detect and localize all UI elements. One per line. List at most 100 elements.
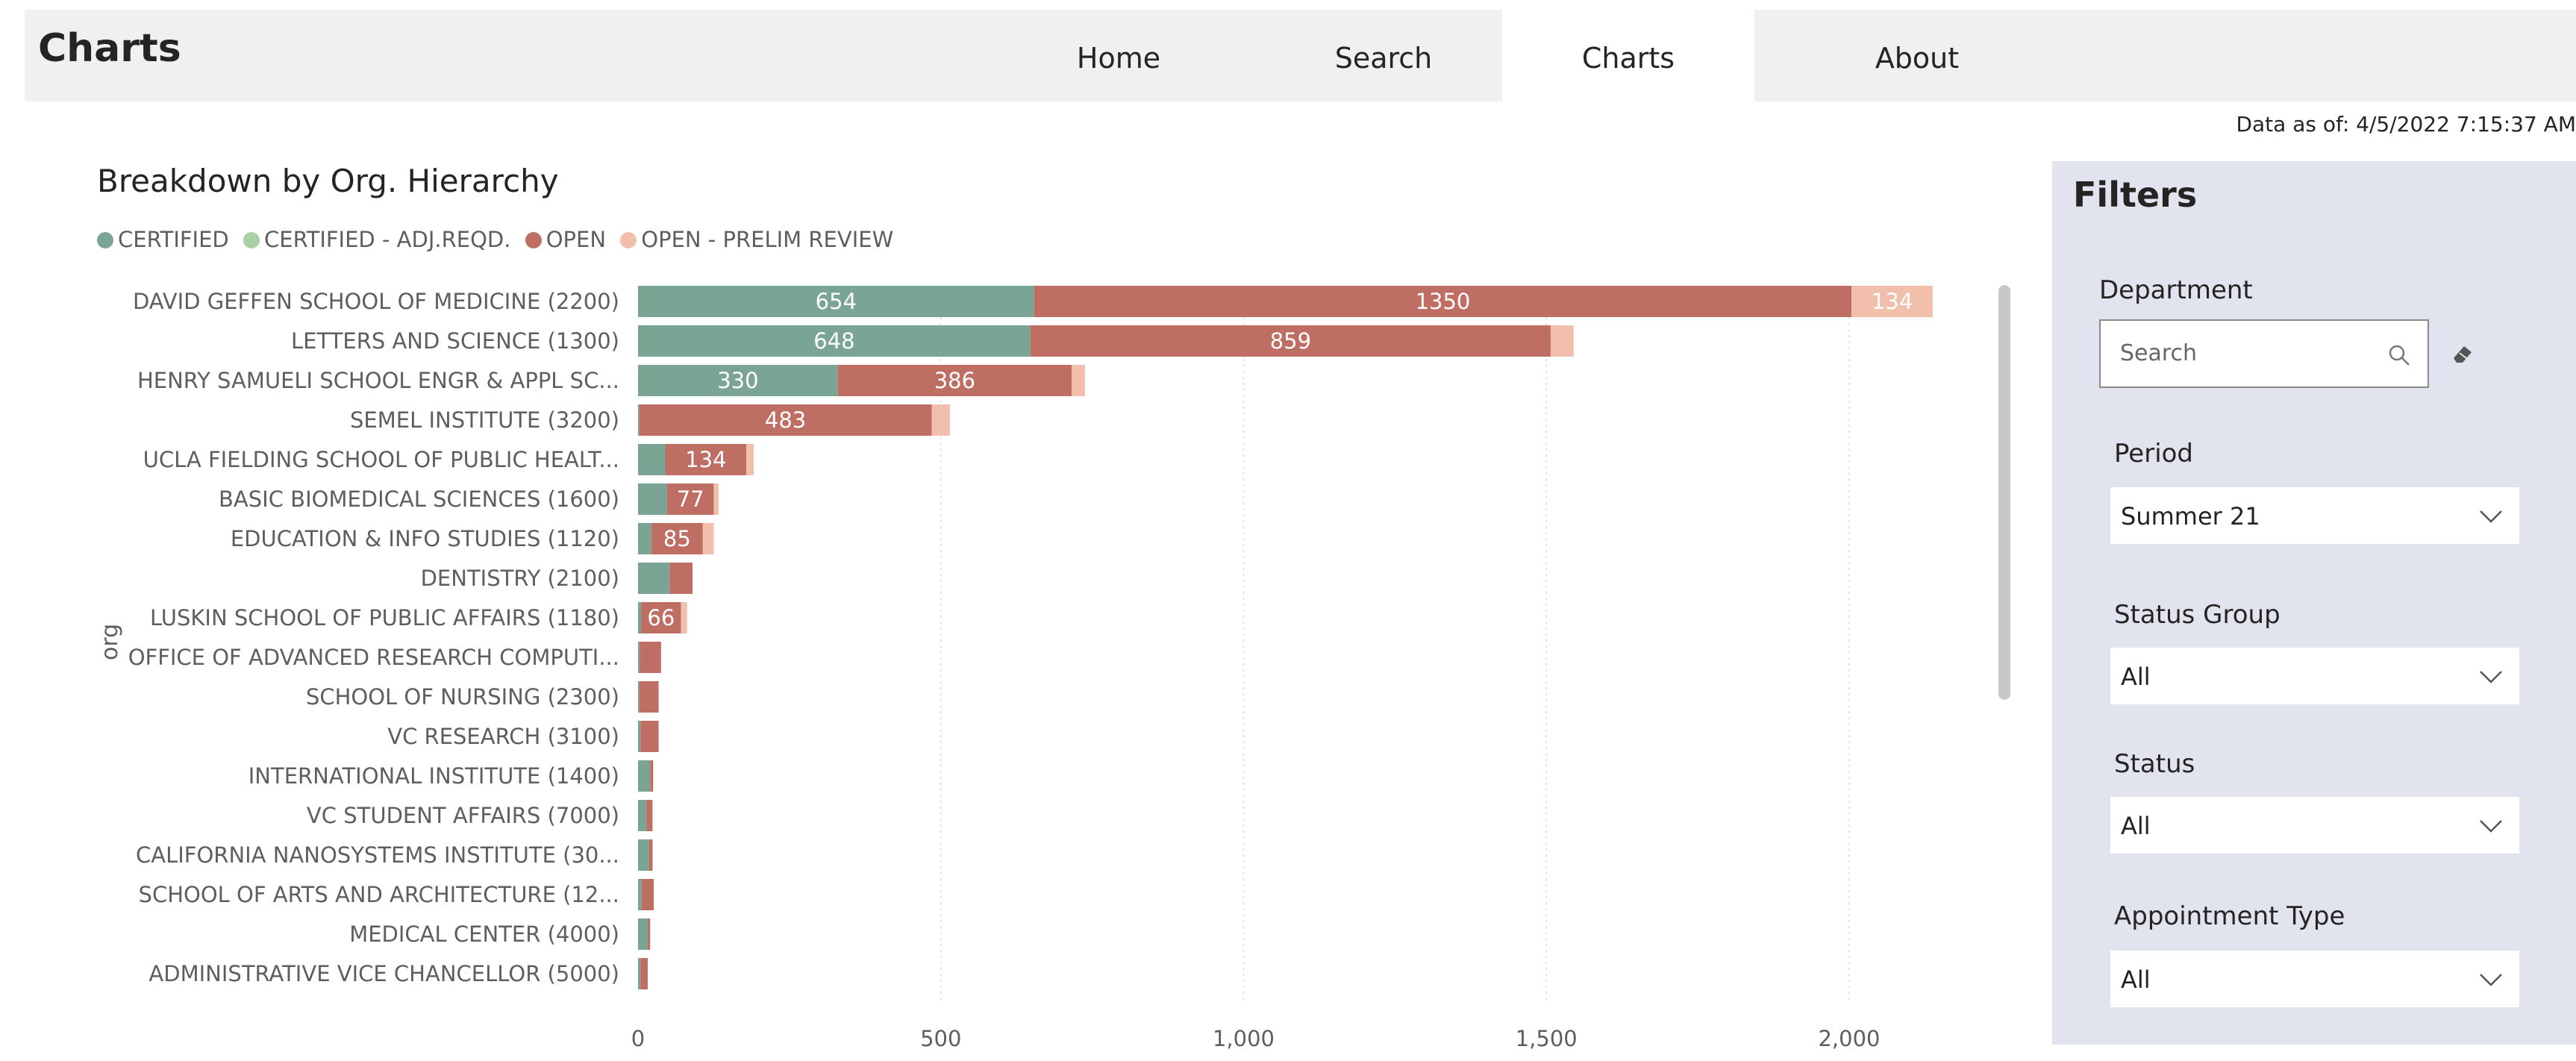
y-category-label: INTERNATIONAL INSTITUTE (1400) — [248, 763, 619, 789]
tab-home[interactable]: Home — [1076, 42, 1161, 75]
status-label: Status — [2114, 749, 2195, 779]
bar-segment — [647, 918, 651, 950]
tab-about[interactable]: About — [1875, 42, 1960, 75]
x-tick-label: 1,500 — [1516, 1026, 1578, 1051]
data-label: 85 — [663, 526, 691, 551]
bar-segment — [638, 483, 667, 515]
search-icon — [2389, 345, 2410, 366]
y-category-label: EDUCATION & INFO STUDIES (1120) — [231, 526, 619, 551]
app-title: Charts — [38, 26, 181, 71]
legend-label: CERTIFIED — [118, 227, 229, 252]
data-label: 648 — [813, 328, 854, 354]
y-category-label: SCHOOL OF ARTS AND ARCHITECTURE (12... — [139, 882, 619, 907]
data-label: 859 — [1270, 328, 1311, 354]
legend-dot-icon — [525, 232, 542, 248]
data-label: 330 — [717, 368, 758, 393]
bar-segment — [837, 365, 1072, 396]
chart-title: Breakdown by Org. Hierarchy — [97, 163, 559, 199]
bar-segment — [638, 286, 1034, 317]
bar-segment — [651, 523, 703, 554]
bar-segment — [931, 404, 950, 436]
department-search-input[interactable]: Search — [2099, 319, 2429, 388]
bar-segment — [638, 642, 640, 673]
y-category-label: CALIFORNIA NANOSYSTEMS INSTITUTE (30... — [136, 842, 619, 868]
bar-segment — [648, 839, 653, 871]
search-placeholder: Search — [2120, 340, 2198, 366]
legend-label: CERTIFIED - ADJ.REQD. — [264, 227, 511, 252]
appointment-type-value: All — [2121, 965, 2151, 994]
bar-segment — [1030, 325, 1551, 357]
bar-segment — [641, 879, 654, 910]
department-label: Department — [2099, 275, 2253, 305]
status-dropdown[interactable]: All — [2110, 797, 2519, 854]
bar-segment — [638, 563, 670, 594]
status-group-dropdown[interactable]: All — [2110, 648, 2519, 704]
bar-segment — [1034, 286, 1852, 317]
data-timestamp: Data as of: 4/5/2022 7:15:37 AM — [2236, 112, 2576, 137]
chevron-down-icon — [2480, 974, 2502, 986]
bar-segment — [713, 483, 719, 515]
bar-segment — [641, 602, 681, 633]
legend-item-open[interactable]: OPEN — [525, 227, 606, 252]
status-value: All — [2121, 812, 2151, 840]
bar-segment — [650, 760, 654, 792]
bar-segment — [638, 721, 641, 752]
bar-segment — [638, 800, 647, 831]
legend-item-open-prelim-review[interactable]: OPEN - PRELIM REVIEW — [620, 227, 893, 252]
y-category-label: VC RESEARCH (3100) — [387, 724, 619, 749]
y-category-label: LUSKIN SCHOOL OF PUBLIC AFFAIRS (1180) — [150, 605, 619, 630]
bar-segment — [638, 918, 648, 950]
bar-segment — [639, 404, 932, 436]
y-category-label: HENRY SAMUELI SCHOOL ENGR & APPL SC... — [137, 368, 619, 393]
bar-segment — [746, 444, 754, 475]
y-category-label: MEDICAL CENTER (4000) — [349, 921, 619, 947]
legend-label: OPEN — [545, 227, 607, 252]
y-category-label: SCHOOL OF NURSING (2300) — [306, 684, 619, 710]
data-label: 134 — [1872, 289, 1913, 314]
chevron-down-icon — [2480, 510, 2502, 523]
bar-segment — [638, 681, 640, 713]
chevron-down-icon — [2480, 820, 2502, 833]
data-label: 77 — [677, 486, 704, 512]
appointment-type-dropdown[interactable]: All — [2110, 951, 2519, 1007]
bar-segment — [638, 839, 649, 871]
data-label: 134 — [685, 447, 726, 472]
status-group-label: Status Group — [2114, 600, 2280, 630]
legend-item-certified[interactable]: CERTIFIED — [97, 227, 229, 252]
bar-segment — [665, 444, 747, 475]
eraser-icon[interactable] — [2448, 339, 2477, 369]
period-value: Summer 21 — [2121, 502, 2260, 530]
bar-segment — [638, 760, 651, 792]
y-category-label: UCLA FIELDING SCHOOL OF PUBLIC HEALT... — [143, 447, 619, 472]
chart-scrollbar[interactable] — [1998, 285, 2010, 700]
status-group-value: All — [2121, 663, 2151, 691]
bar-segment — [681, 602, 687, 633]
bar-segment — [638, 879, 642, 910]
legend-label: OPEN - PRELIM REVIEW — [641, 227, 894, 252]
y-category-label: DAVID GEFFEN SCHOOL OF MEDICINE (2200) — [133, 289, 619, 314]
data-label: 386 — [934, 368, 975, 393]
legend-dot-icon — [97, 232, 113, 248]
tab-charts[interactable]: Charts — [1502, 10, 1754, 101]
bar-segment — [640, 642, 661, 673]
bar-segment — [638, 365, 838, 396]
tab-search[interactable]: Search — [1334, 42, 1433, 75]
bar-segment — [640, 721, 659, 752]
y-category-label: LETTERS AND SCIENCE (1300) — [291, 328, 619, 354]
bar-segment — [666, 483, 714, 515]
bar-segment — [638, 602, 642, 633]
bar-segment — [638, 523, 651, 554]
bar-segment — [702, 523, 714, 554]
bar-segment — [1550, 325, 1574, 357]
filters-panel: Filters Department Search Period Summer … — [2052, 161, 2576, 1045]
bar-segment — [638, 404, 640, 436]
bar-segment — [1072, 365, 1085, 396]
y-category-label: VC STUDENT AFFAIRS (7000) — [307, 803, 619, 828]
period-dropdown[interactable]: Summer 21 — [2110, 487, 2519, 544]
bar-segment — [1851, 286, 1933, 317]
appointment-type-label: Appointment Type — [2114, 901, 2345, 931]
y-category-label: BASIC BIOMEDICAL SCIENCES (1600) — [219, 486, 619, 512]
bar-segment — [646, 800, 653, 831]
legend-item-certified-adj-reqd[interactable]: CERTIFIED - ADJ.REQD. — [243, 227, 510, 252]
